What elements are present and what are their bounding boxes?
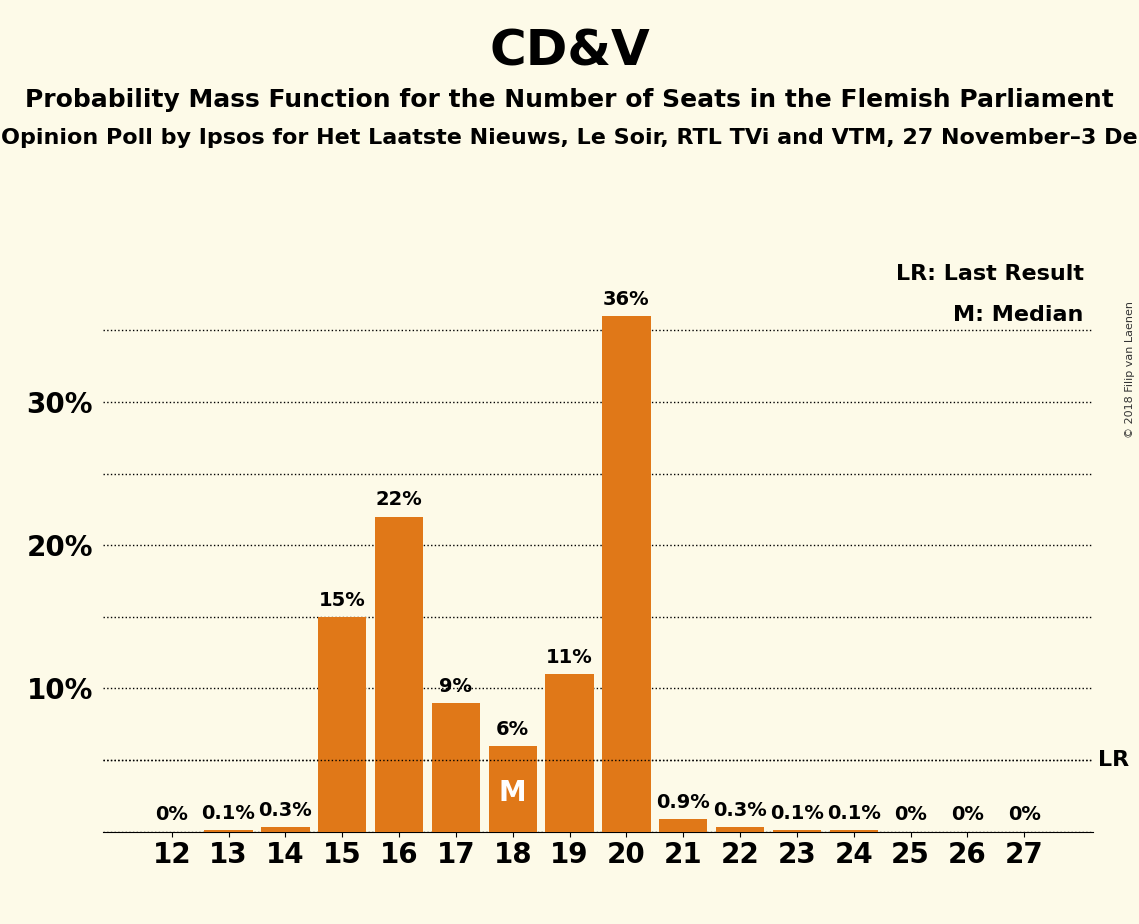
Text: LR: LR (1098, 750, 1129, 770)
Text: 36%: 36% (603, 290, 649, 309)
Text: 11%: 11% (547, 648, 593, 667)
Text: 0%: 0% (155, 806, 188, 824)
Bar (261, 827, 310, 832)
Text: CD&V: CD&V (489, 28, 650, 76)
Bar (489, 746, 536, 832)
Text: 0.9%: 0.9% (656, 793, 710, 811)
Bar (432, 702, 480, 832)
Text: 0%: 0% (951, 806, 984, 824)
Text: 0.1%: 0.1% (770, 804, 823, 823)
Text: 9%: 9% (440, 676, 473, 696)
Text: M: M (499, 779, 526, 807)
Text: 0.1%: 0.1% (202, 804, 255, 823)
Text: 6%: 6% (497, 720, 530, 738)
Text: Probability Mass Function for the Number of Seats in the Flemish Parliament: Probability Mass Function for the Number… (25, 88, 1114, 112)
Bar (716, 827, 764, 832)
Text: 0%: 0% (1008, 806, 1041, 824)
Bar (318, 617, 367, 832)
Bar (546, 675, 593, 832)
Bar (603, 316, 650, 832)
Bar (375, 517, 424, 832)
Text: 0.1%: 0.1% (827, 804, 880, 823)
Text: © 2018 Filip van Laenen: © 2018 Filip van Laenen (1125, 301, 1134, 438)
Bar (659, 819, 707, 832)
Bar (829, 830, 878, 832)
Text: 0%: 0% (894, 806, 927, 824)
Bar (772, 830, 821, 832)
Text: 22%: 22% (376, 491, 423, 509)
Text: M: Median: M: Median (953, 305, 1083, 324)
Text: 0.3%: 0.3% (259, 801, 312, 821)
Bar (204, 830, 253, 832)
Text: Opinion Poll by Ipsos for Het Laatste Nieuws, Le Soir, RTL TVi and VTM, 27 Novem: Opinion Poll by Ipsos for Het Laatste Ni… (1, 128, 1138, 148)
Text: 0.3%: 0.3% (713, 801, 767, 821)
Text: LR: Last Result: LR: Last Result (895, 264, 1083, 285)
Text: 15%: 15% (319, 590, 366, 610)
